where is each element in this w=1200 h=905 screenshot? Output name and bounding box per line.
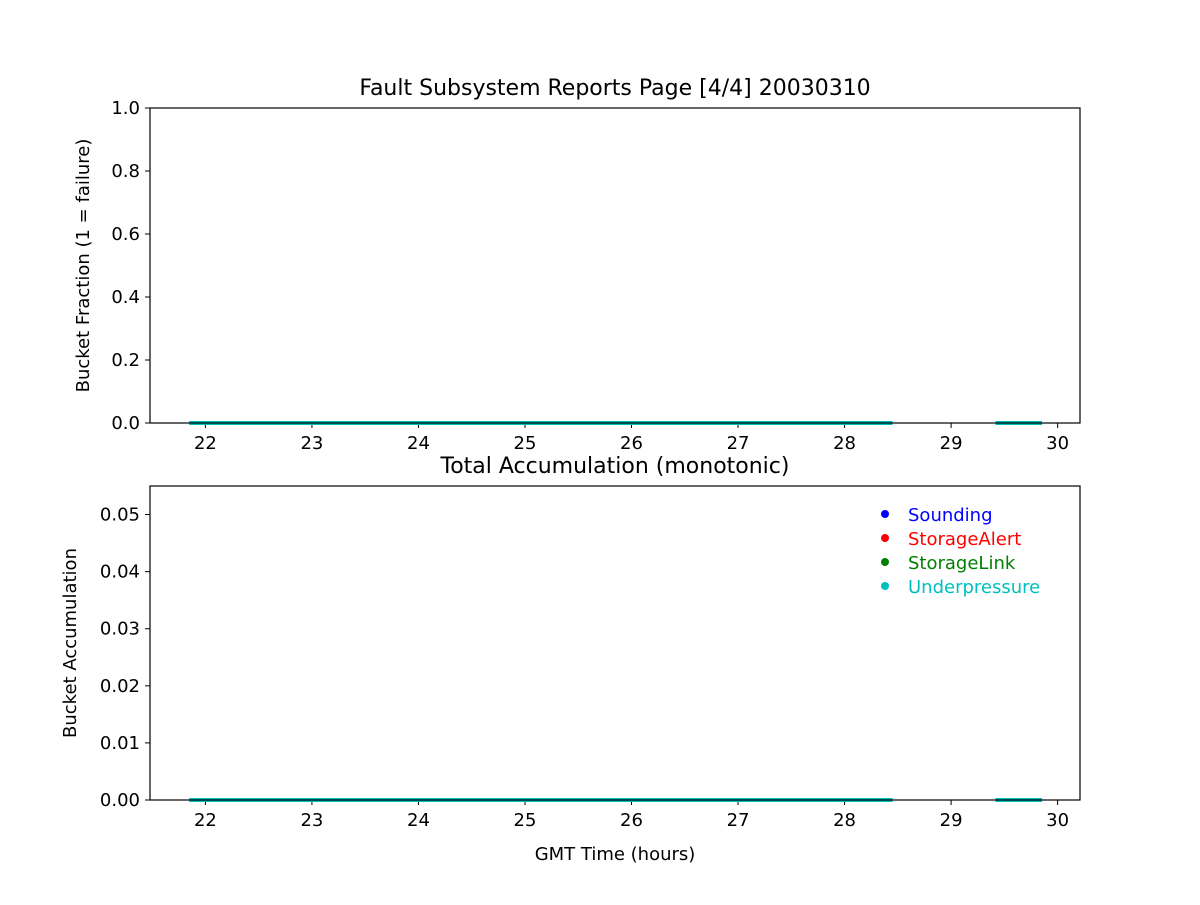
x-tick-label: 25 — [514, 433, 537, 454]
y-tick-label: 0.01 — [100, 733, 140, 754]
x-tick-label: 30 — [1046, 810, 1069, 831]
x-tick-label: 26 — [620, 433, 643, 454]
x-tick-label: 24 — [407, 433, 430, 454]
x-tick-label: 24 — [407, 810, 430, 831]
legend-label: Sounding — [908, 505, 993, 526]
legend: Sounding StorageAlert StorageLink Underpres… — [881, 505, 1040, 598]
subplot-2: Total Accumulation (monotonic) 22 23 24 25 26… — [60, 454, 1081, 865]
legend-marker — [881, 510, 889, 518]
y-tick-label: 0.0 — [111, 413, 140, 434]
x-tick-label: 28 — [833, 810, 856, 831]
x-tick-label: 27 — [727, 433, 750, 454]
y-tick-label: 0.2 — [111, 350, 140, 371]
y-tick-label: 0.6 — [111, 224, 140, 245]
subplot-1: Fault Subsystem Reports Page [4/4] 20030… — [73, 76, 1081, 454]
y-tick-label: 0.05 — [100, 505, 140, 526]
x-tick-label: 22 — [194, 433, 217, 454]
legend-label: StorageLink — [908, 553, 1016, 574]
chart-title: Fault Subsystem Reports Page [4/4] 20030… — [359, 76, 870, 101]
y-tick-label: 0.02 — [100, 676, 140, 697]
y-tick-label: 0.8 — [111, 161, 140, 182]
y-tick-label: 0.00 — [100, 790, 140, 811]
legend-marker — [881, 534, 889, 542]
x-tick-label: 29 — [940, 433, 963, 454]
x-tick-label: 27 — [727, 810, 750, 831]
x-tick-label: 25 — [514, 810, 537, 831]
x-tick-label: 26 — [620, 810, 643, 831]
axes-frame — [149, 485, 1081, 801]
legend-label: Underpressure — [908, 577, 1040, 598]
y-tick-label: 0.04 — [100, 562, 140, 583]
x-tick-label: 22 — [194, 810, 217, 831]
y-axis-label: Bucket Accumulation — [60, 548, 81, 738]
x-axis-label: GMT Time (hours) — [535, 844, 696, 865]
axes-frame — [149, 107, 1081, 424]
x-tick-label: 23 — [300, 810, 323, 831]
x-tick-label: 30 — [1046, 433, 1069, 454]
y-axis-label: Bucket Fraction (1 = failure) — [73, 139, 94, 393]
legend-marker — [881, 558, 889, 566]
x-tick-label: 23 — [300, 433, 323, 454]
legend-marker — [881, 582, 889, 590]
y-tick-label: 0.03 — [100, 619, 140, 640]
x-tick-label: 28 — [833, 433, 856, 454]
legend-label: StorageAlert — [908, 529, 1021, 550]
y-tick-label: 1.0 — [111, 98, 140, 119]
y-tick-label: 0.4 — [111, 287, 140, 308]
chart-title: Total Accumulation (monotonic) — [440, 454, 790, 479]
x-tick-label: 29 — [940, 810, 963, 831]
